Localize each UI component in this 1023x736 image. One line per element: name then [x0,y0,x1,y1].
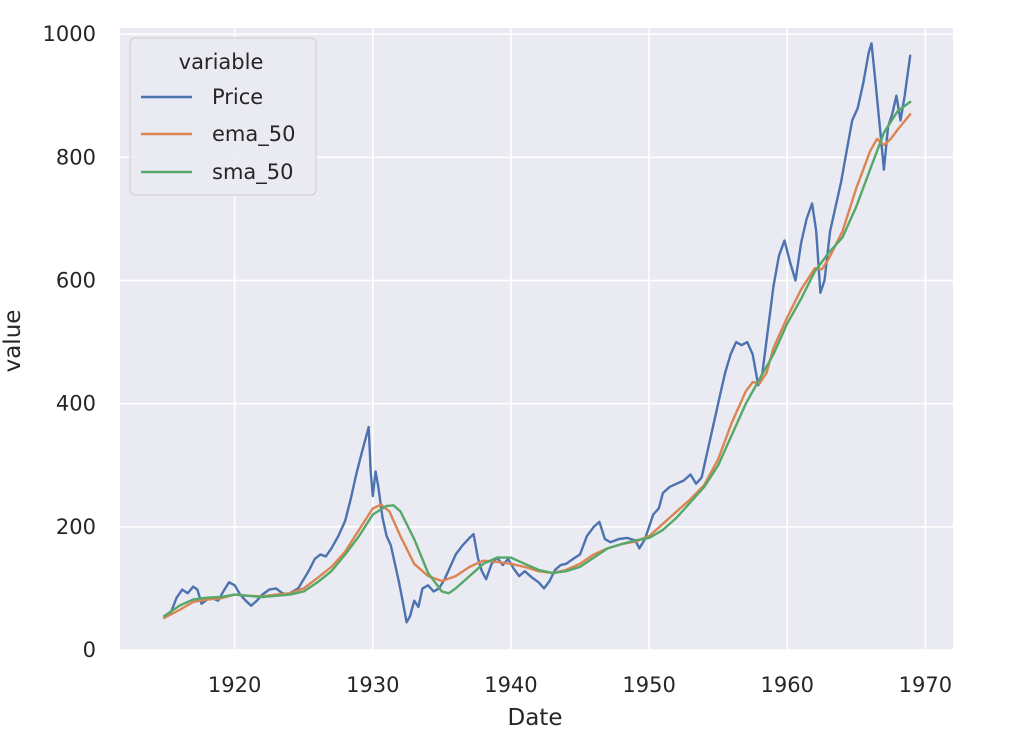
x-tick-label-1970: 1970 [899,673,952,697]
legend-label-price: Price [212,85,263,109]
series-line-sma-50 [163,100,912,618]
x-axis-label: Date [508,705,563,731]
x-tick-label-1950: 1950 [622,673,675,697]
y-tick-label-1000: 1000 [43,22,96,46]
legend-box [129,37,317,196]
y-tick-label-200: 200 [56,515,96,539]
y-axis-label: value [0,310,26,373]
legend-label-ema-50: ema_50 [212,122,295,147]
series-layer [163,42,912,624]
x-tick-label-1930: 1930 [346,673,399,697]
series-line-ema-50 [163,113,912,620]
y-tick-label-400: 400 [56,392,96,416]
y-tick-label-600: 600 [56,268,96,292]
series-line-price [163,42,912,624]
x-axis: 1920 1930 1940 1950 1960 1970 [208,673,952,697]
y-axis: 0 200 400 600 800 1000 [43,22,96,662]
grid-lines [120,28,953,651]
legend-label-sma-50: sma_50 [212,160,294,185]
y-tick-label-800: 800 [56,145,96,169]
x-tick-label-1920: 1920 [208,673,261,697]
x-tick-label-1940: 1940 [484,673,537,697]
legend-title: variable [179,50,264,74]
x-tick-label-1960: 1960 [761,673,814,697]
legend: variable Price ema_50 sma_50 [129,37,317,196]
y-tick-label-0: 0 [83,638,96,662]
